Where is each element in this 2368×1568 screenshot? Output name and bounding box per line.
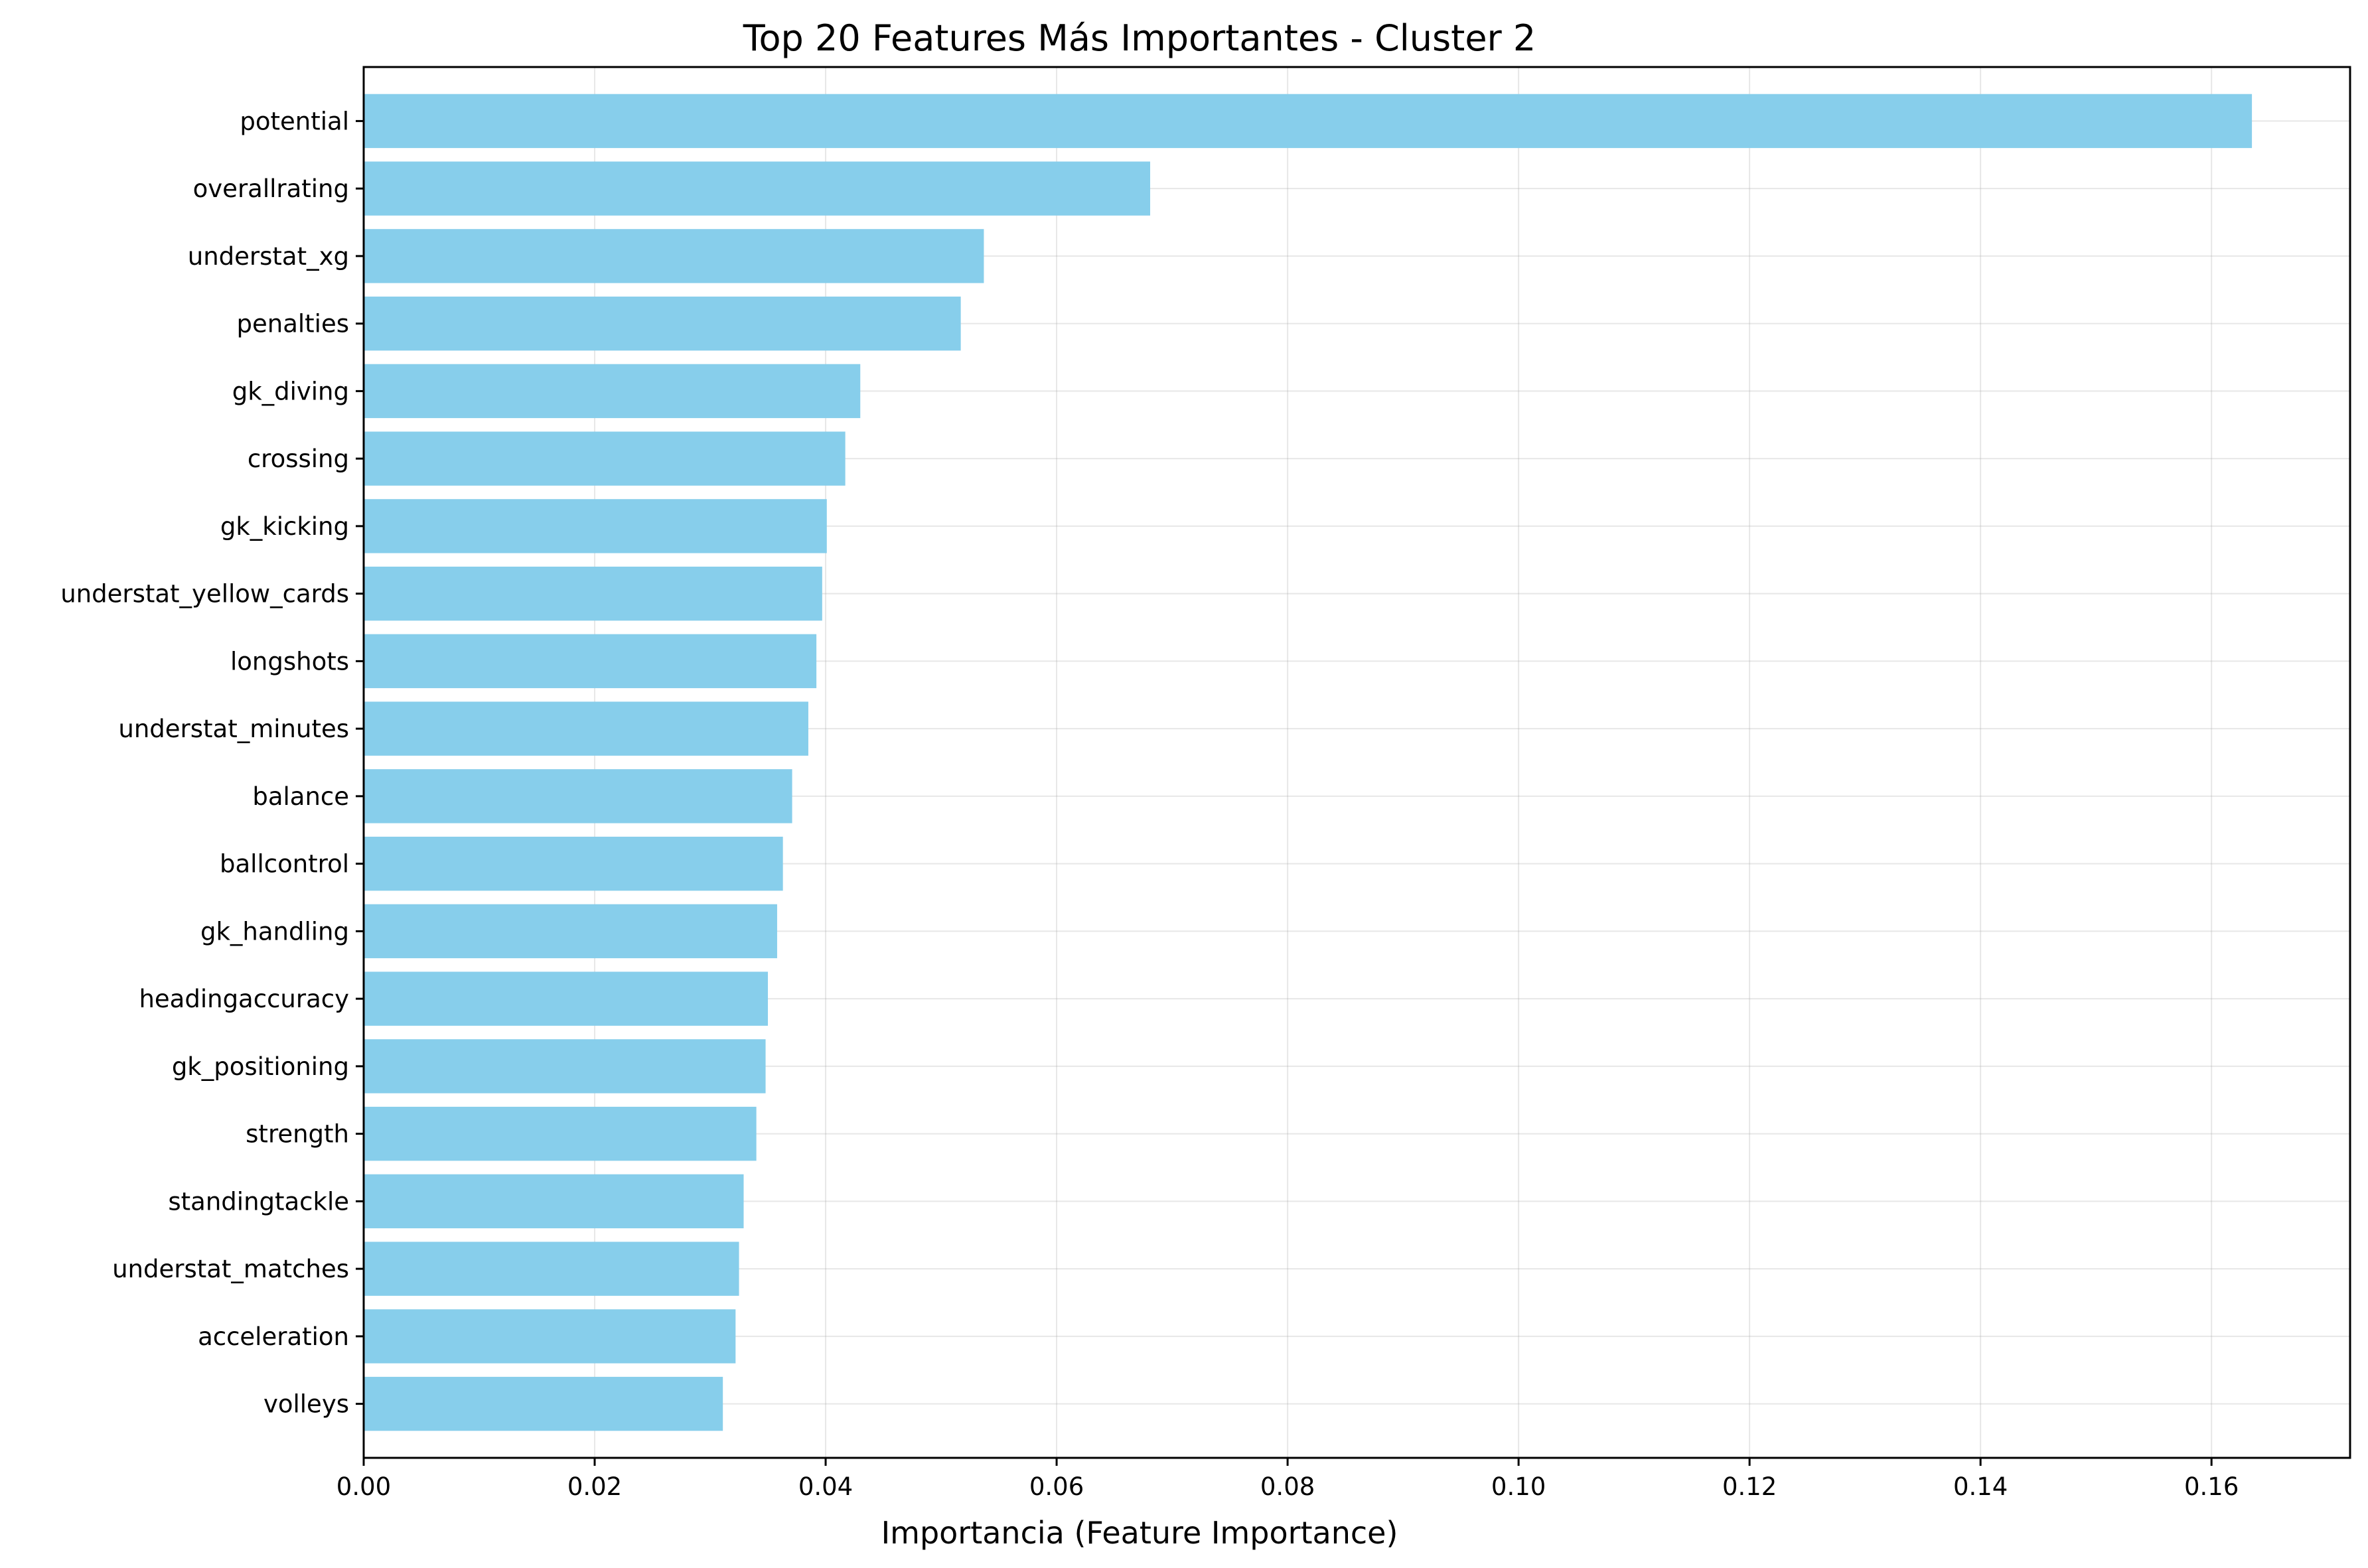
bar-volleys — [364, 1376, 723, 1431]
y-tick-label: gk_handling — [200, 917, 349, 946]
bar-ballcontrol — [364, 836, 783, 891]
y-tick-label: headingaccuracy — [139, 985, 349, 1013]
bar-understat_matches — [364, 1242, 739, 1296]
bar-strength — [364, 1106, 757, 1161]
bar-longshots — [364, 634, 817, 689]
x-tick-label: 0.10 — [1491, 1472, 1546, 1501]
x-axis-label: Importancia (Feature Importance) — [881, 1515, 1398, 1551]
y-tick-label: ballcontrol — [220, 850, 349, 879]
bar-understat_yellow_cards — [364, 566, 822, 621]
bar-gk_handling — [364, 904, 777, 959]
tick-labels: 0.00 0.02 0.04 0.06 0.08 0.10 0.12 0.14 0.16 pote… — [60, 107, 2239, 1501]
axes — [356, 66, 2351, 1466]
y-tick-label: strength — [246, 1120, 349, 1149]
bar-penalties — [364, 296, 961, 351]
bar-potential — [364, 94, 2253, 149]
y-tick-label: understat_xg — [188, 242, 349, 271]
bar-overallrating — [364, 161, 1151, 216]
x-tick-label: 0.04 — [798, 1472, 853, 1501]
bar-balance — [364, 769, 792, 823]
y-tick-label: penalties — [237, 310, 349, 338]
y-tick-label: gk_positioning — [172, 1052, 349, 1081]
bar-standingtackle — [364, 1174, 744, 1229]
bar-headingaccuracy — [364, 971, 769, 1026]
x-tick-label: 0.12 — [1722, 1472, 1777, 1501]
y-tick-label: gk_diving — [232, 377, 349, 405]
bar-gk_positioning — [364, 1039, 766, 1094]
bar-understat_minutes — [364, 701, 808, 756]
y-tick-label: gk_kicking — [220, 512, 349, 541]
x-tick-label: 0.16 — [2184, 1472, 2239, 1501]
y-tick-label: potential — [240, 107, 349, 135]
bar-gk_kicking — [364, 499, 827, 553]
y-tick-label: understat_matches — [112, 1255, 349, 1283]
bar-acceleration — [364, 1309, 736, 1364]
bar-crossing — [364, 431, 846, 486]
y-tick-label: volleys — [263, 1390, 349, 1419]
y-tick-label: overallrating — [193, 175, 349, 203]
y-tick-label: understat_minutes — [118, 715, 349, 743]
x-tick-label: 0.08 — [1260, 1472, 1315, 1501]
chart-title: Top 20 Features Más Importantes - Cluste… — [743, 17, 1536, 59]
bar-gk_diving — [364, 364, 861, 419]
y-tick-label: acceleration — [198, 1322, 349, 1351]
x-tick-label: 0.14 — [1953, 1472, 2008, 1501]
x-tick-label: 0.06 — [1029, 1472, 1084, 1501]
bar-understat_xg — [364, 229, 984, 283]
y-tick-label: crossing — [248, 445, 349, 473]
y-tick-label: balance — [252, 782, 349, 811]
x-tick-label: 0.02 — [567, 1472, 622, 1501]
y-tick-label: standingtackle — [168, 1187, 349, 1216]
plot-frame — [362, 66, 2351, 1459]
y-tick-label: longshots — [230, 647, 349, 676]
bars — [364, 94, 2253, 1431]
x-tick-label: 0.00 — [336, 1472, 391, 1501]
y-tick-label: understat_yellow_cards — [60, 580, 349, 608]
